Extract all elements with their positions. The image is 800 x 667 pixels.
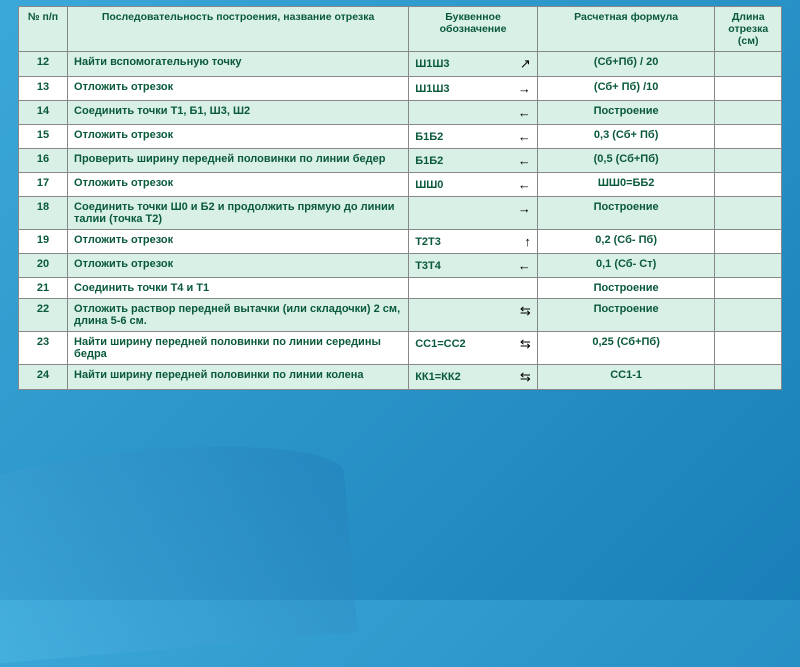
header-length: Длина отрезка (см): [715, 7, 782, 52]
cell-letter: СС1=СС2⇆: [409, 332, 538, 365]
table-body: 12Найти вспомогательную точкуШ1Ш3↗(Сб+Пб…: [19, 52, 782, 390]
cell-desc: Проверить ширину передней половинки по л…: [68, 149, 409, 173]
arrow-icon: ↗: [520, 56, 531, 72]
cell-desc: Отложить отрезок: [68, 125, 409, 149]
cell-num: 12: [19, 52, 68, 77]
cell-desc: Отложить отрезок: [68, 230, 409, 254]
cell-desc: Отложить раствор передней вытачки (или с…: [68, 299, 409, 332]
arrow-icon: ↑: [524, 234, 531, 249]
cell-formula: (Сб+Пб) / 20: [537, 52, 715, 77]
background-shape: [0, 433, 358, 667]
cell-formula: Построение: [537, 197, 715, 230]
table-row: 17Отложить отрезокШШ0←ШШ0=ББ2: [19, 173, 782, 197]
cell-letter: Ш1Ш3↗: [409, 52, 538, 77]
cell-desc: Соединить точки Ш0 и Б2 и продолжить пря…: [68, 197, 409, 230]
cell-formula: 0,2 (Сб- Пб): [537, 230, 715, 254]
cell-length: [715, 278, 782, 299]
cell-desc: Найти вспомогательную точку: [68, 52, 409, 77]
cell-num: 19: [19, 230, 68, 254]
cell-formula: 0,3 (Сб+ Пб): [537, 125, 715, 149]
arrow-icon: ⇆: [520, 303, 531, 319]
cell-letter: Б1Б2←: [409, 125, 538, 149]
cell-length: [715, 365, 782, 390]
arrow-icon: ⇆: [520, 336, 531, 352]
table-row: 24Найти ширину передней половинки по лин…: [19, 365, 782, 390]
table-row: 12Найти вспомогательную точкуШ1Ш3↗(Сб+Пб…: [19, 52, 782, 77]
cell-formula: Построение: [537, 101, 715, 125]
cell-num: 16: [19, 149, 68, 173]
cell-letter: Т3Т4←: [409, 254, 538, 278]
cell-length: [715, 254, 782, 278]
cell-formula: 0,25 (Сб+Пб): [537, 332, 715, 365]
cell-num: 24: [19, 365, 68, 390]
cell-letter: Т2Т3↑: [409, 230, 538, 254]
arrow-icon: ←: [518, 258, 531, 273]
cell-letter: ←: [409, 101, 538, 125]
table-row: 22Отложить раствор передней вытачки (или…: [19, 299, 782, 332]
cell-num: 17: [19, 173, 68, 197]
table-row: 16Проверить ширину передней половинки по…: [19, 149, 782, 173]
cell-formula: (0,5 (Сб+Пб): [537, 149, 715, 173]
arrow-icon: ←: [518, 153, 531, 168]
cell-length: [715, 197, 782, 230]
table-container: № п/п Последовательность построения, наз…: [18, 6, 782, 390]
cell-num: 14: [19, 101, 68, 125]
header-num: № п/п: [19, 7, 68, 52]
arrow-icon: ⇆: [520, 369, 531, 385]
arrow-icon: →: [518, 201, 531, 216]
cell-letter: →: [409, 197, 538, 230]
cell-num: 13: [19, 77, 68, 101]
cell-letter: Ш1Ш3→: [409, 77, 538, 101]
table-row: 19Отложить отрезокТ2Т3↑0,2 (Сб- Пб): [19, 230, 782, 254]
cell-desc: Отложить отрезок: [68, 254, 409, 278]
cell-formula: ШШ0=ББ2: [537, 173, 715, 197]
table-row: 14Соединить точки Т1, Б1, Ш3, Ш2 ← Построе…: [19, 101, 782, 125]
cell-length: [715, 149, 782, 173]
cell-desc: Соединить точки Т1, Б1, Ш3, Ш2: [68, 101, 409, 125]
construction-table: № п/п Последовательность построения, наз…: [18, 6, 782, 390]
cell-num: 21: [19, 278, 68, 299]
cell-formula: Построение: [537, 299, 715, 332]
cell-length: [715, 299, 782, 332]
header-letter: Буквенное обозначение: [409, 7, 538, 52]
cell-desc: Найти ширину передней половинки по линии…: [68, 365, 409, 390]
cell-desc: Найти ширину передней половинки по линии…: [68, 332, 409, 365]
table-row: 23Найти ширину передней половинки по лин…: [19, 332, 782, 365]
cell-letter: КК1=КК2⇆: [409, 365, 538, 390]
cell-length: [715, 101, 782, 125]
table-row: 13Отложить отрезокШ1Ш3→(Сб+ Пб) /10: [19, 77, 782, 101]
cell-length: [715, 230, 782, 254]
cell-length: [715, 173, 782, 197]
arrow-icon: ←: [518, 177, 531, 192]
cell-letter: ШШ0←: [409, 173, 538, 197]
cell-length: [715, 332, 782, 365]
cell-formula: Построение: [537, 278, 715, 299]
header-formula: Расчетная формула: [537, 7, 715, 52]
arrow-icon: ←: [518, 105, 531, 120]
cell-length: [715, 125, 782, 149]
table-row: 15Отложить отрезокБ1Б2←0,3 (Сб+ Пб): [19, 125, 782, 149]
cell-num: 23: [19, 332, 68, 365]
cell-letter: Б1Б2←: [409, 149, 538, 173]
arrow-icon: ←: [518, 129, 531, 144]
arrow-icon: →: [518, 81, 531, 96]
table-row: 18Соединить точки Ш0 и Б2 и продолжить п…: [19, 197, 782, 230]
cell-formula: (Сб+ Пб) /10: [537, 77, 715, 101]
cell-length: [715, 52, 782, 77]
cell-num: 22: [19, 299, 68, 332]
cell-length: [715, 77, 782, 101]
cell-letter: ⇆: [409, 299, 538, 332]
table-row: 20Отложить отрезокТ3Т4←0,1 (Сб- Ст): [19, 254, 782, 278]
cell-num: 18: [19, 197, 68, 230]
cell-desc: Отложить отрезок: [68, 77, 409, 101]
cell-letter: [409, 278, 538, 299]
cell-num: 20: [19, 254, 68, 278]
cell-formula: СС1-1: [537, 365, 715, 390]
cell-desc: Отложить отрезок: [68, 173, 409, 197]
cell-num: 15: [19, 125, 68, 149]
cell-desc: Соединить точки Т4 и Т1: [68, 278, 409, 299]
cell-formula: 0,1 (Сб- Ст): [537, 254, 715, 278]
table-row: 21Соединить точки Т4 и Т1 Построение: [19, 278, 782, 299]
header-desc: Последовательность построения, название …: [68, 7, 409, 52]
